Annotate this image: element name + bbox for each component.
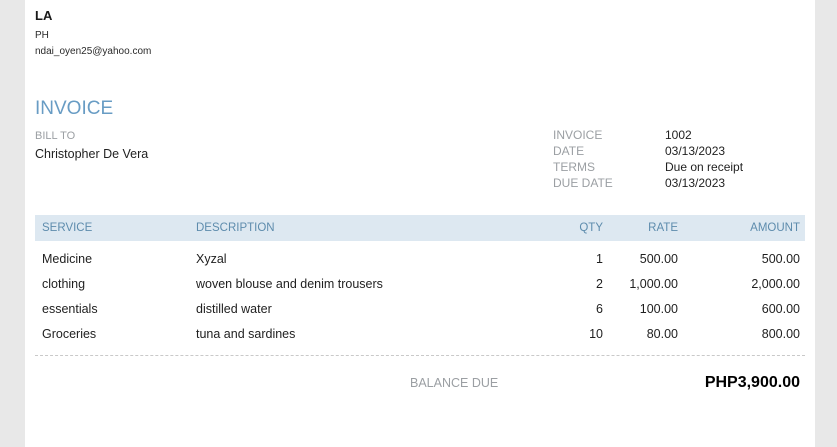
cell-rate: 500.00 [639, 251, 678, 266]
table-row: Medicine Xyzal 1 500.00 500.00 [35, 246, 805, 271]
balance-due-label: BALANCE DUE [410, 376, 499, 390]
cell-description: tuna and sardines [196, 326, 296, 341]
company-email: ndai_oyen25@yahoo.com [35, 46, 152, 57]
meta-label: TERMS [553, 160, 595, 174]
invoice-title: INVOICE [35, 98, 114, 119]
meta-label: DATE [553, 144, 585, 158]
cell-amount: 600.00 [761, 301, 800, 316]
dashed-separator [35, 355, 805, 356]
cell-rate: 1,000.00 [629, 276, 678, 291]
invoice-due-date: 03/13/2023 [665, 176, 726, 190]
invoice-page: LA PH ndai_oyen25@yahoo.com INVOICE BILL… [25, 0, 815, 447]
meta-row-due-date: DUE DATE 03/13/2023 [553, 175, 805, 191]
column-header-description: DESCRIPTION [196, 222, 275, 234]
invoice-terms: Due on receipt [665, 160, 744, 174]
company-name: LA [35, 8, 53, 23]
bill-to-name: Christopher De Vera [35, 147, 149, 161]
bill-to-block: BILL TO Christopher De Vera [35, 129, 553, 193]
invoice-meta-block: INVOICE 1002 DATE 03/13/2023 TERMS Due o… [553, 127, 805, 193]
invoice-number: 1002 [665, 128, 692, 142]
company-address: PH [35, 30, 49, 41]
cell-qty: 2 [596, 276, 603, 291]
cell-amount: 2,000.00 [751, 276, 800, 291]
parties-row: BILL TO Christopher De Vera INVOICE 1002… [35, 127, 805, 193]
cell-service: essentials [42, 301, 98, 316]
cell-description: Xyzal [196, 251, 227, 266]
meta-row-terms: TERMS Due on receipt [553, 159, 805, 175]
cell-service: Groceries [42, 326, 97, 341]
cell-service: clothing [42, 276, 86, 291]
line-items-table: SERVICE DESCRIPTION QTY RATE AMOUNT Medi… [35, 215, 805, 346]
meta-row-invoice-number: INVOICE 1002 [553, 127, 805, 143]
table-row: essentials distilled water 6 100.00 600.… [35, 296, 805, 321]
cell-qty: 6 [596, 301, 603, 316]
meta-row-date: DATE 03/13/2023 [553, 143, 805, 159]
column-header-service: SERVICE [42, 222, 93, 234]
balance-due-row: BALANCE DUE PHP3,900.00 [35, 374, 805, 392]
column-header-qty: QTY [579, 222, 603, 234]
cell-description: woven blouse and denim trousers [196, 276, 383, 291]
meta-label: DUE DATE [553, 176, 613, 190]
table-row: Groceries tuna and sardines 10 80.00 800… [35, 321, 805, 346]
cell-qty: 1 [596, 251, 603, 266]
cell-rate: 100.00 [639, 301, 678, 316]
bill-to-label: BILL TO [35, 130, 76, 142]
cell-amount: 500.00 [761, 251, 800, 266]
column-header-amount: AMOUNT [750, 222, 800, 234]
cell-description: distilled water [196, 301, 272, 316]
company-block: LA PH ndai_oyen25@yahoo.com [35, 8, 805, 58]
meta-label: INVOICE [553, 128, 603, 142]
cell-rate: 80.00 [646, 326, 678, 341]
cell-amount: 800.00 [761, 326, 800, 341]
balance-due-value: PHP3,900.00 [704, 374, 800, 391]
cell-service: Medicine [42, 251, 93, 266]
cell-qty: 10 [589, 326, 603, 341]
invoice-date: 03/13/2023 [665, 144, 726, 158]
table-body: Medicine Xyzal 1 500.00 500.00 clothing … [35, 246, 805, 346]
table-row: clothing woven blouse and denim trousers… [35, 271, 805, 296]
table-header-row: SERVICE DESCRIPTION QTY RATE AMOUNT [35, 215, 805, 241]
column-header-rate: RATE [648, 222, 678, 234]
